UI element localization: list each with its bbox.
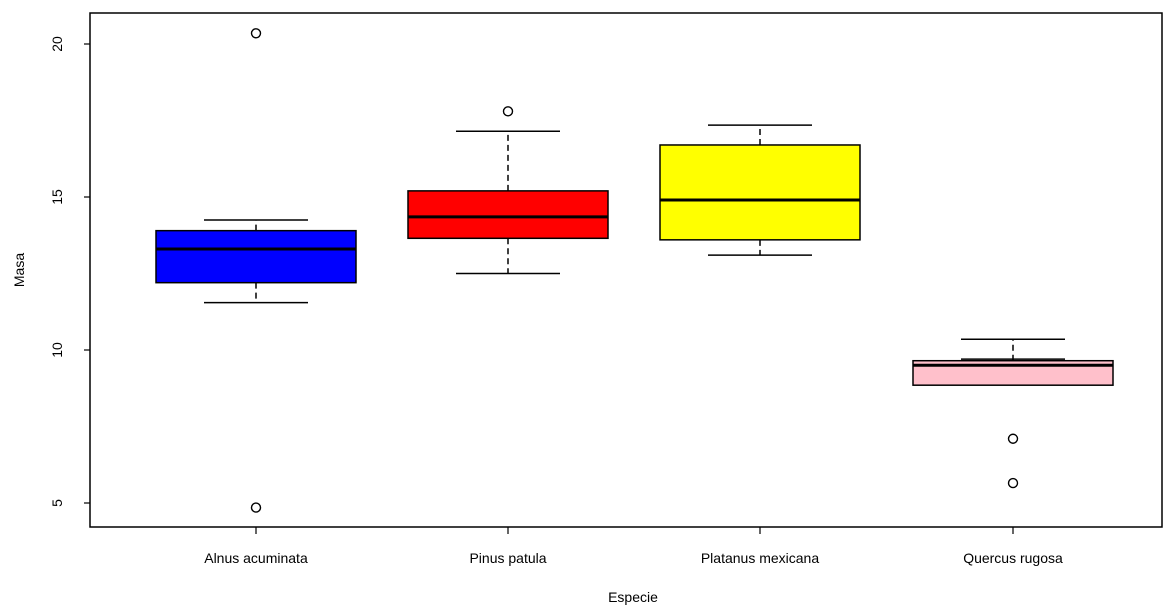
y-tick-label-10: 10 bbox=[49, 342, 65, 358]
box-group-2 bbox=[659, 124, 861, 256]
box-group-1 bbox=[407, 106, 609, 275]
outlier-1-0 bbox=[502, 106, 514, 117]
x-tick-label-2: Platanus mexicana bbox=[701, 550, 820, 566]
x-axis-title: Especie bbox=[608, 589, 658, 605]
x-tick-label-3: Quercus rugosa bbox=[963, 550, 1063, 566]
chart-marks bbox=[155, 28, 1114, 513]
plot-frame bbox=[89, 12, 1163, 528]
box-group-0 bbox=[155, 28, 357, 513]
x-tick-label-1: Pinus patula bbox=[469, 550, 546, 566]
box-1 bbox=[407, 190, 609, 240]
outlier-3-0 bbox=[1007, 433, 1019, 444]
outlier-0-0 bbox=[250, 28, 262, 39]
chart-axes: 5 10 15 20 Alnus acuminata Pinus patula Platan… bbox=[49, 36, 1063, 566]
y-tick-label-15: 15 bbox=[49, 189, 65, 205]
y-tick-label-20: 20 bbox=[49, 36, 65, 52]
outlier-3-1 bbox=[1007, 477, 1019, 489]
box-2 bbox=[659, 144, 861, 241]
box-group-3 bbox=[912, 338, 1114, 489]
box-0 bbox=[155, 229, 357, 284]
x-tick-label-0: Alnus acuminata bbox=[204, 550, 308, 566]
outlier-0-1 bbox=[250, 502, 262, 513]
y-axis-title: Masa bbox=[11, 253, 27, 287]
y-tick-label-5: 5 bbox=[49, 499, 65, 507]
